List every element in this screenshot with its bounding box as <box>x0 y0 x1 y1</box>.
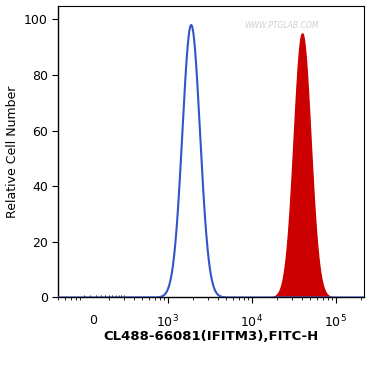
Text: $10^5$: $10^5$ <box>324 314 347 331</box>
Y-axis label: Relative Cell Number: Relative Cell Number <box>6 85 18 218</box>
Text: $10^3$: $10^3$ <box>156 314 179 331</box>
Text: 0: 0 <box>89 314 97 327</box>
Text: $10^4$: $10^4$ <box>240 314 263 331</box>
X-axis label: CL488-66081(IFITM3),FITC-H: CL488-66081(IFITM3),FITC-H <box>104 330 319 343</box>
Text: WWW.PTGLAB.COM: WWW.PTGLAB.COM <box>245 22 319 30</box>
